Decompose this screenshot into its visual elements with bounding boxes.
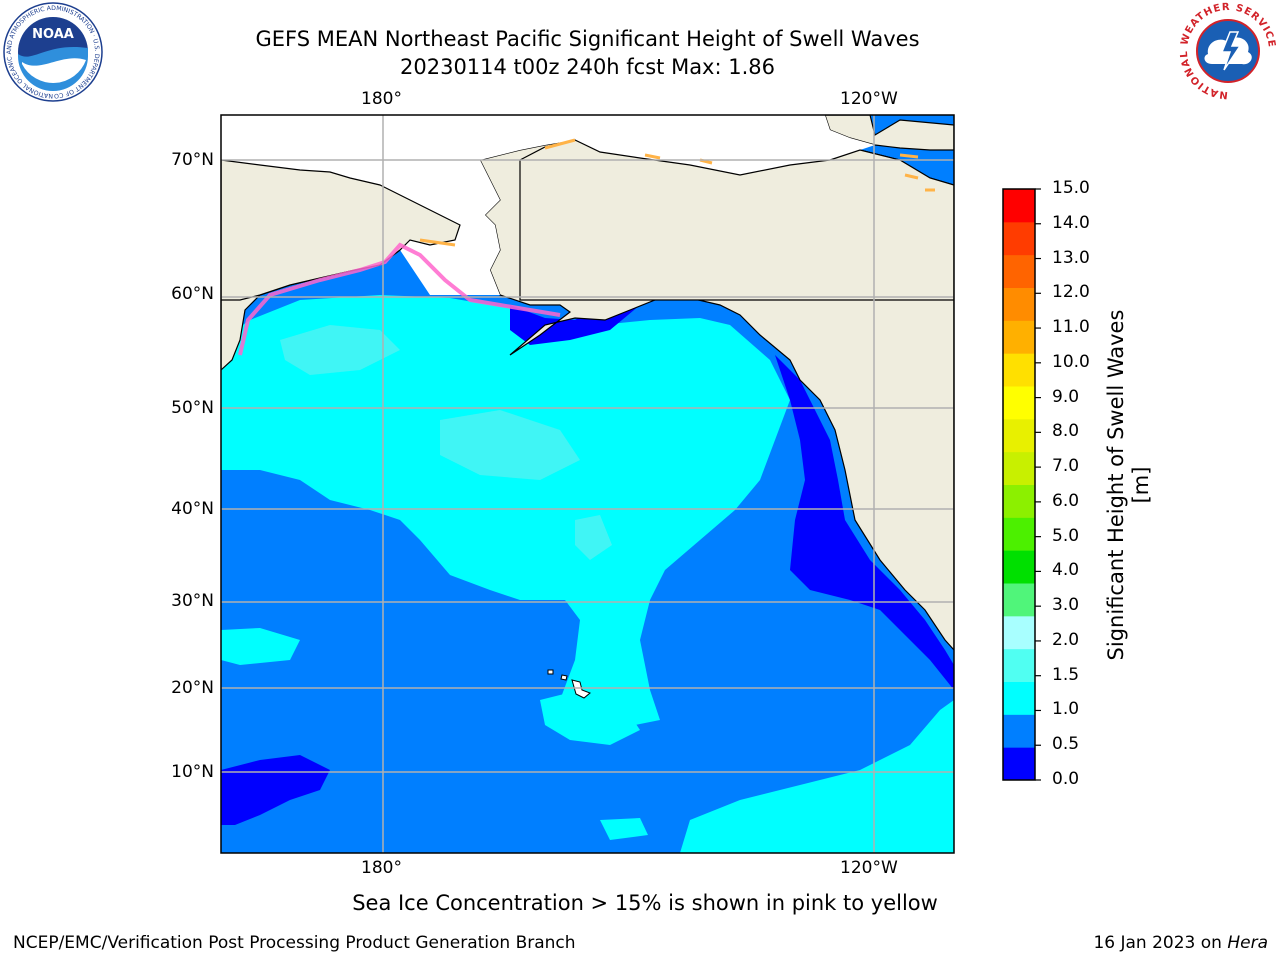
graticule — [221, 115, 954, 853]
chart-title: GEFS MEAN Northeast Pacific Significant … — [255, 27, 920, 51]
colorbar-segment — [1003, 189, 1035, 223]
host-name: Hera — [1227, 933, 1268, 953]
sea-ice-band — [238, 242, 561, 356]
colorbar-frame — [1002, 188, 1036, 781]
date-value: 16 Jan 2023 on — [1093, 933, 1222, 953]
colorbar-tick-label: 5.0 — [1052, 525, 1080, 546]
lat-label-40n: 40°N — [171, 499, 214, 519]
lat-label-60n: 60°N — [171, 284, 214, 304]
colorbar-title: Significant Height of Swell Waves [m] — [1104, 309, 1153, 661]
sea-ice-band-north — [419, 138, 935, 247]
colorbar-tick-label: 13.0 — [1052, 247, 1090, 268]
chart-subtitle: 20230114 t00z 240h fcst Max: 1.86 — [400, 55, 775, 79]
colorbar-tick-label: 10.0 — [1052, 351, 1090, 372]
colorbar-tick-label: 9.0 — [1052, 386, 1080, 407]
lat-label-70n: 70°N — [171, 150, 214, 170]
swell-region-0-0.5m-coast — [775, 355, 954, 690]
colorbar-segment — [1003, 714, 1035, 748]
colorbar-segment — [1003, 484, 1035, 518]
credit-text: NCEP/EMC/Verification Post Processing Pr… — [13, 933, 576, 953]
swell-region-1-1.5m-west — [221, 420, 280, 470]
colorbar-segment — [1003, 747, 1035, 781]
lat-label-30n: 30°N — [171, 591, 214, 611]
colorbar-segment — [1003, 648, 1035, 682]
colorbar-segment — [1003, 254, 1035, 288]
colorbar-tick-label: 15.0 — [1052, 178, 1090, 198]
swell-region-1-1.5m-southeast — [680, 700, 954, 853]
colorbar-segment — [1003, 320, 1035, 354]
colorbar-segment — [1003, 386, 1035, 420]
colorbar-segment — [1003, 681, 1035, 715]
noaa-logo-icon: NATIONAL OCEANIC AND ATMOSPHERIC ADMINIS… — [2, 2, 103, 102]
colorbar-segment — [1003, 221, 1035, 256]
colorbar-tick-label: 8.0 — [1052, 421, 1080, 442]
swell-region-1-1.5m-south — [540, 690, 640, 745]
colorbar-tick-label: 11.0 — [1052, 317, 1090, 338]
lat-label-10n: 10°N — [171, 762, 214, 782]
swell-region-1.5-2m-east — [575, 515, 612, 560]
map-frame — [220, 114, 955, 854]
colorbar-tick-label: 3.0 — [1052, 595, 1080, 616]
land-north-alaska — [519, 139, 954, 301]
bottom-lon-label-120w: 120°W — [840, 858, 898, 878]
sea-ice-note: Sea Ice Concentration > 15% is shown in … — [352, 891, 938, 915]
colorbar-tick-label: 0.5 — [1052, 734, 1080, 755]
colorbar-segment — [1003, 287, 1035, 321]
colorbar-tick-label: 14.0 — [1052, 212, 1090, 233]
swell-region-1.5-2m — [280, 325, 400, 375]
colorbar-tick-label: 2.0 — [1052, 629, 1080, 650]
land-hawaii — [547, 669, 591, 699]
bottom-lon-label-180: 180° — [361, 858, 402, 878]
top-lon-label-180: 180° — [361, 89, 402, 109]
colorbar-segment — [1003, 583, 1035, 617]
colorbar-segment — [1003, 418, 1035, 453]
swell-region-1-1.5m-patch2 — [221, 628, 300, 665]
noaa-logo-text: NOAA — [32, 27, 74, 42]
colorbar-tick-label: 7.0 — [1052, 456, 1080, 477]
colorbar-tick-label: 1.5 — [1052, 664, 1080, 685]
colorbar-segment — [1003, 517, 1035, 551]
colorbar-segment — [1003, 451, 1035, 485]
swell-region-1.5-2m-center — [440, 410, 580, 480]
swell-region-1-1.5m — [221, 295, 790, 728]
lat-label-50n: 50°N — [171, 398, 214, 418]
colorbar-segment — [1003, 353, 1035, 387]
colorbar-tick-label: 12.0 — [1052, 282, 1090, 303]
colorbar-segment — [1003, 615, 1035, 650]
colorbar-tick-label: 6.0 — [1052, 490, 1080, 511]
colorbar-tick-label: 1.0 — [1052, 699, 1080, 720]
top-lon-label-120w: 120°W — [840, 89, 898, 109]
colorbar-tick-label: 0.0 — [1052, 769, 1080, 789]
swell-region-1-1.5m-patch — [600, 818, 648, 840]
nws-logo-icon: NATIONAL WEATHER SERVICE — [1179, 2, 1276, 100]
colorbar-segment — [1003, 550, 1035, 584]
date-text: 16 Jan 2023 on Hera — [1093, 933, 1268, 953]
colorbar-tick-label: 4.0 — [1052, 560, 1080, 581]
lat-label-20n: 20°N — [171, 678, 214, 698]
